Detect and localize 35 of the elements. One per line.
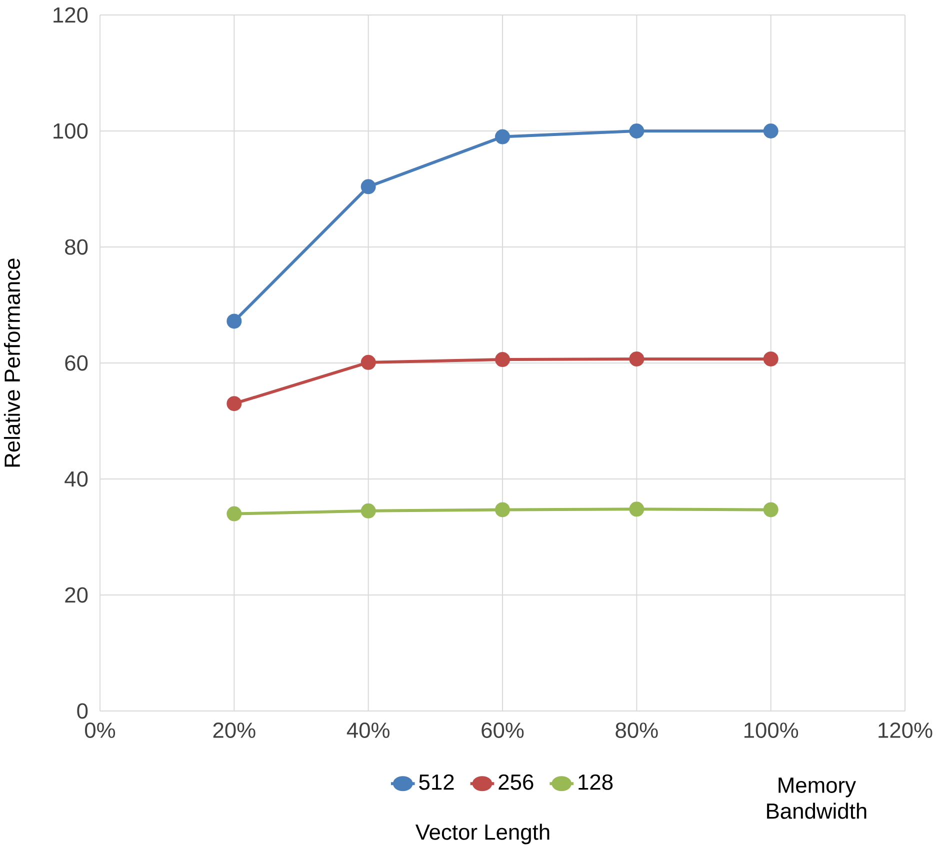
point — [495, 352, 510, 368]
x-tick-label: 80% — [616, 722, 658, 738]
y-axis-title: Relative Performance — [4, 258, 20, 467]
point — [763, 502, 778, 518]
point — [226, 396, 242, 412]
y-tick-label: 0 — [77, 703, 88, 719]
point — [360, 503, 376, 518]
point — [360, 354, 376, 370]
legend-label: 128 — [578, 774, 613, 790]
point — [226, 506, 242, 522]
point — [360, 179, 376, 194]
y-tick-label: 60 — [65, 355, 88, 371]
y-tick-label: 120 — [54, 7, 88, 23]
point — [495, 129, 510, 144]
x-tick-label: 120% — [878, 722, 932, 738]
x-tick-label: 60% — [482, 722, 524, 738]
legend-label: 256 — [498, 774, 534, 790]
legend-label: 512 — [419, 774, 454, 790]
y-tick-label: 40 — [64, 471, 88, 487]
y-tick-label: 80 — [65, 239, 88, 255]
x-axis-title: Memory Bandwidth — [767, 778, 866, 819]
legend-title: Vector Length — [415, 824, 550, 844]
point — [629, 123, 644, 138]
point — [629, 351, 644, 366]
point — [763, 351, 778, 366]
point — [495, 502, 510, 518]
x-tick-label: 0% — [85, 722, 116, 738]
x-tick-label: 100% — [744, 722, 798, 738]
point — [226, 314, 242, 329]
point — [629, 502, 644, 517]
y-tick-label: 20 — [65, 587, 88, 603]
y-tick-label: 100 — [54, 123, 88, 139]
x-tick-label: 40% — [346, 722, 390, 738]
point — [763, 123, 778, 138]
x-tick-label: 20% — [213, 722, 256, 738]
